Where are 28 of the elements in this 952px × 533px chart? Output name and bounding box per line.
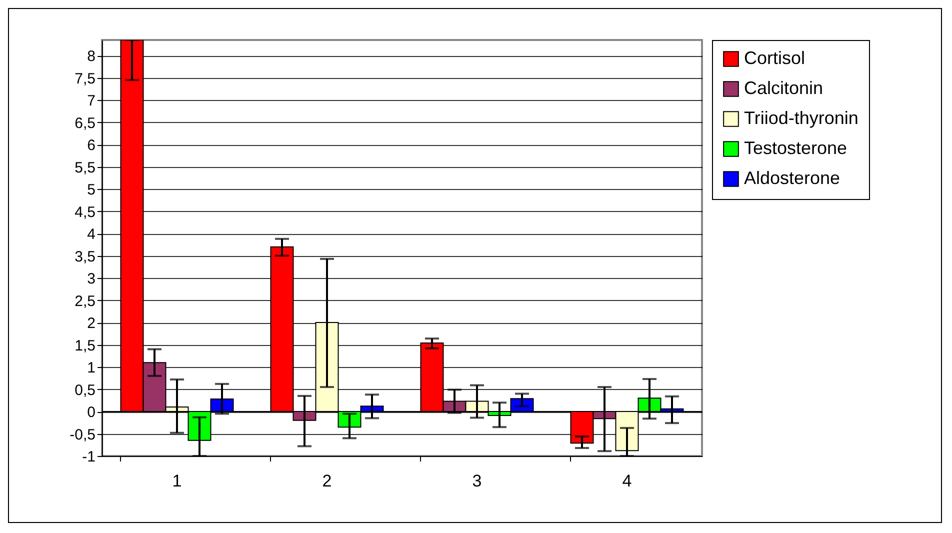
y-tick-label: 1,5 [74, 337, 96, 354]
legend-label: Aldosterone [744, 168, 840, 188]
x-tick-label: 3 [472, 472, 482, 490]
y-tick-label: 0,5 [74, 382, 96, 399]
x-tick-label: 2 [322, 472, 332, 490]
y-tick-label: -0,5 [70, 426, 96, 444]
legend-label: Testosterone [744, 138, 848, 158]
y-tick-label: 4 [87, 226, 96, 244]
y-tick-label: 4,5 [74, 204, 96, 221]
y-tick-label: 6 [87, 137, 96, 154]
y-tick-label: 3,5 [74, 248, 96, 266]
y-tick-label: 5,5 [74, 159, 96, 176]
y-tick-label: 1 [87, 360, 96, 377]
x-tick-label: 1 [172, 472, 182, 490]
y-tick-label: 7 [87, 92, 96, 110]
y-tick-label: 7,5 [74, 70, 96, 88]
legend-label: Calcitonin [744, 78, 824, 98]
y-tick-label: 6,5 [74, 114, 96, 132]
y-tick-label: 0 [87, 404, 96, 422]
legend-label: Triiod-thyronin [744, 108, 858, 128]
y-tick-label: 2,5 [74, 292, 96, 310]
y-tick-label: 8 [87, 48, 96, 66]
legend-label: Cortisol [744, 48, 806, 68]
y-tick-label: 2 [87, 315, 96, 332]
x-tick-label: 4 [622, 472, 632, 490]
y-tick-label: 3 [87, 270, 96, 288]
y-tick-label: -1 [82, 448, 96, 466]
y-tick-label: 5 [87, 182, 96, 199]
